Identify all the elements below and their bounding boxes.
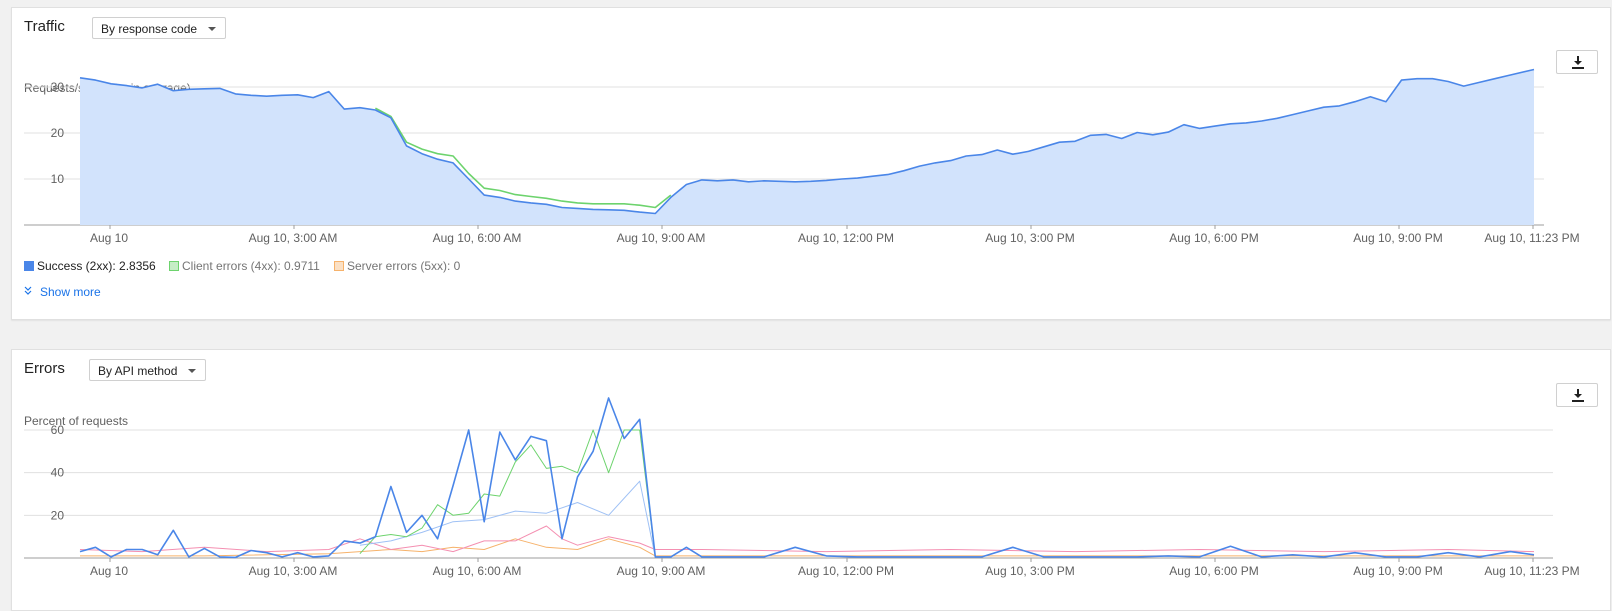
x-tick-label: Aug 10, 6:00 PM — [1169, 564, 1258, 578]
x-tick-label: Aug 10, 9:00 PM — [1353, 231, 1442, 245]
legend-label: Server errors (5xx): 0 — [347, 259, 461, 273]
legend-label: Client errors (4xx): 0.9711 — [182, 259, 320, 273]
series-line-2 — [359, 480, 656, 558]
x-tick-label: Aug 10, 12:00 PM — [798, 564, 894, 578]
dropdown-label: By response code — [101, 22, 198, 36]
legend-item-server[interactable]: Server errors (5xx): 0 — [334, 259, 460, 273]
y-tick-label: 30 — [51, 80, 65, 94]
legend-label: Success (2xx): 2.8356 — [37, 259, 156, 273]
success-area — [80, 69, 1534, 225]
download-icon — [1572, 389, 1584, 402]
chevron-double-down-icon — [24, 285, 36, 299]
y-tick-label: 60 — [51, 423, 65, 437]
download-icon — [1572, 56, 1584, 69]
x-tick-label: Aug 10, 6:00 PM — [1169, 231, 1258, 245]
legend-swatch — [334, 261, 344, 271]
y-tick-label: 40 — [51, 466, 65, 480]
errors-title: Errors — [24, 360, 65, 377]
legend-item-client[interactable]: Client errors (4xx): 0.9711 — [169, 259, 320, 273]
series-line-3 — [79, 525, 1535, 553]
errors-chart: 20 40 60 Aug 10 Aug 10, 3:00 AM Aug 10, 6:00 … — [24, 397, 1580, 578]
series-line-0 — [79, 68, 1535, 215]
chevron-down-icon — [188, 369, 197, 373]
errors-card: Errors By API method Percent of requests… — [11, 349, 1611, 611]
download-button[interactable] — [1556, 383, 1598, 407]
legend-item-success[interactable]: Success (2xx): 2.8356 — [24, 259, 156, 273]
series-line-1 — [359, 429, 656, 557]
x-tick-label: Aug 10, 11:23 PM — [1484, 564, 1579, 578]
legend-swatch — [169, 261, 179, 271]
series-line-0 — [79, 397, 1535, 559]
y-tick-label: 10 — [51, 172, 65, 186]
response-code-dropdown[interactable]: By response code — [92, 17, 227, 39]
x-tick-label: Aug 10, 3:00 AM — [249, 564, 338, 578]
traffic-chart: 10 20 30 Aug 10 Aug 10, 3:00 AM Aug 10, 6:00 … — [24, 68, 1580, 245]
x-tick-label: Aug 10, 3:00 PM — [985, 231, 1074, 245]
traffic-card: Traffic By response code Requests/sec (1… — [11, 7, 1611, 320]
x-tick-label: Aug 10, 9:00 PM — [1353, 564, 1442, 578]
x-tick-label: Aug 10 — [90, 231, 128, 245]
x-tick-label: Aug 10, 3:00 AM — [249, 231, 338, 245]
x-tick-label: Aug 10, 9:00 AM — [617, 564, 706, 578]
download-button[interactable] — [1556, 50, 1598, 74]
x-tick-label: Aug 10, 6:00 AM — [433, 564, 522, 578]
x-tick-label: Aug 10, 11:23 PM — [1484, 231, 1579, 245]
chevron-down-icon — [208, 27, 217, 31]
errors-axis-title: Percent of requests — [24, 414, 129, 428]
dropdown-label: By API method — [98, 364, 178, 378]
x-tick-label: Aug 10, 9:00 AM — [617, 231, 706, 245]
x-tick-label: Aug 10, 6:00 AM — [433, 231, 522, 245]
x-tick-label: Aug 10, 12:00 PM — [798, 231, 894, 245]
series-line-4 — [80, 538, 1534, 557]
api-method-dropdown[interactable]: By API method — [89, 359, 207, 381]
show-more-label: Show more — [40, 285, 101, 299]
series-line-1 — [375, 107, 672, 209]
y-tick-label: 20 — [51, 126, 65, 140]
traffic-title: Traffic — [24, 18, 65, 35]
x-tick-label: Aug 10, 3:00 PM — [985, 564, 1074, 578]
x-tick-label: Aug 10 — [90, 564, 128, 578]
y-tick-label: 20 — [51, 508, 65, 522]
legend-swatch — [24, 261, 34, 271]
show-more-link[interactable]: Show more — [24, 285, 101, 299]
